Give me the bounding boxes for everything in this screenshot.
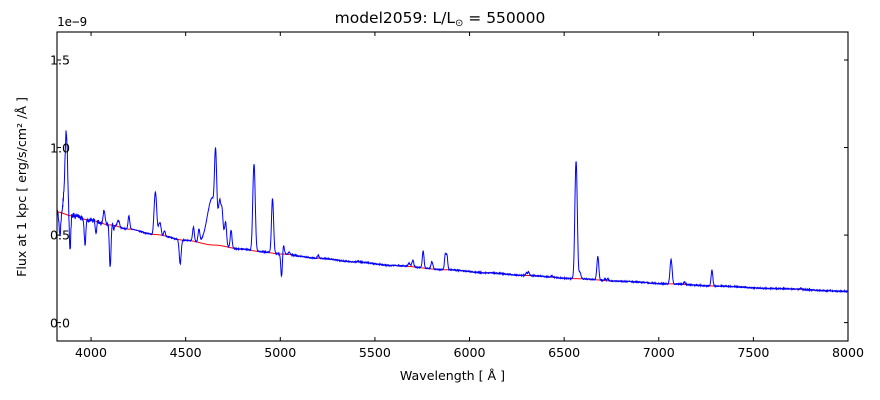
x-tick-label: 6500 bbox=[548, 345, 581, 360]
page-title-tail: = 550000 bbox=[463, 9, 546, 27]
plot-frame bbox=[56, 31, 849, 342]
x-axis-label: Wavelength [ Å ] bbox=[399, 368, 506, 383]
y-tick-label: 0.5 bbox=[50, 227, 71, 243]
x-tick-label: 7000 bbox=[642, 345, 675, 360]
plot-background bbox=[57, 32, 848, 341]
x-tick-marks bbox=[90, 32, 849, 341]
y-tick-label: 1.5 bbox=[50, 52, 71, 68]
x-tick-label: 8000 bbox=[831, 345, 865, 360]
page-title: model2059: L/L⊙ = 550000 bbox=[0, 9, 880, 29]
y-tick-label: 0.0 bbox=[50, 315, 71, 331]
x-tick-label: 5500 bbox=[358, 345, 391, 360]
solar-symbol: ⊙ bbox=[454, 17, 464, 29]
x-tick-label: 4500 bbox=[169, 345, 202, 360]
series-spectrum-line bbox=[57, 130, 848, 294]
y-axis-offset-exponent: 1e−9 bbox=[57, 14, 88, 29]
y-tick-marks bbox=[57, 59, 848, 324]
y-tick-label: 1.0 bbox=[50, 140, 71, 156]
x-tick-label: 6000 bbox=[453, 345, 486, 360]
x-tick-label: 4000 bbox=[75, 345, 108, 360]
x-tick-label: 5000 bbox=[264, 345, 297, 360]
x-tick-label: 7500 bbox=[737, 345, 770, 360]
page-title-main: model2059: L/L bbox=[334, 9, 455, 27]
